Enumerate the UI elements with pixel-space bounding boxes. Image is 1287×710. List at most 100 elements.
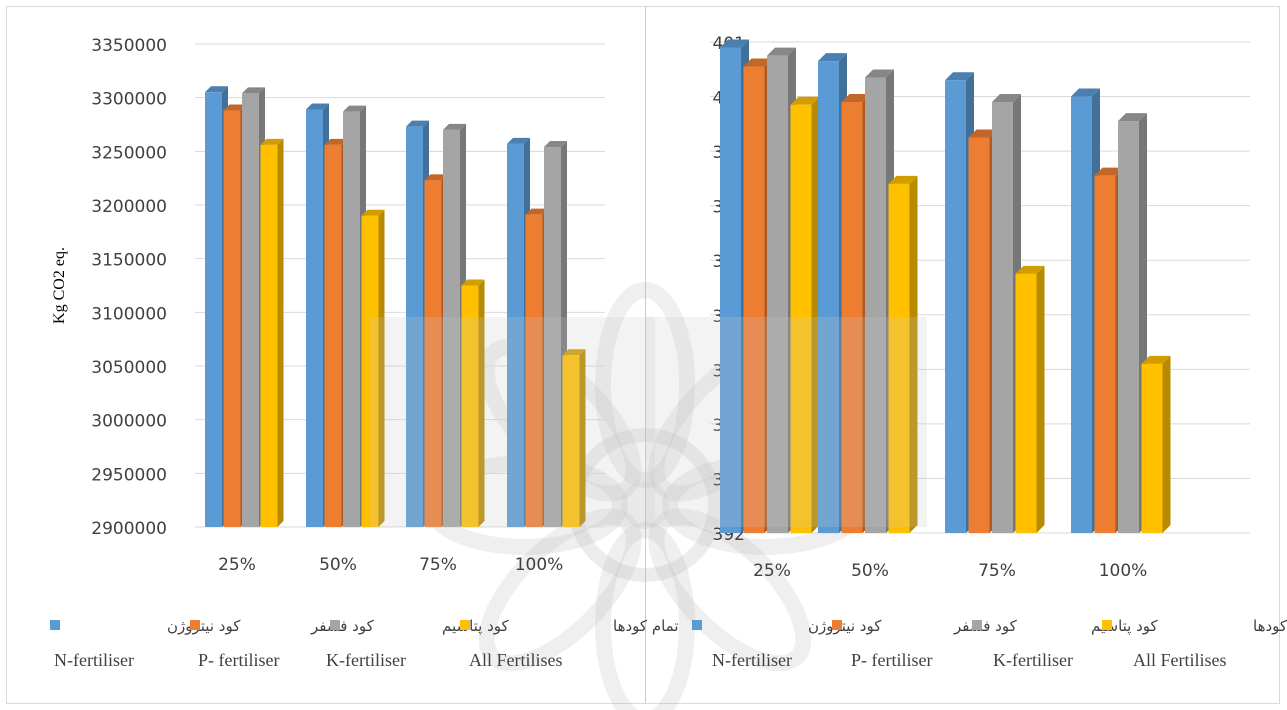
panel-divider bbox=[645, 7, 646, 703]
y-tick-label: 3150000 bbox=[91, 251, 167, 271]
bar bbox=[1141, 363, 1163, 533]
bar-top bbox=[945, 72, 974, 81]
legend-label-fa: تمام کودها bbox=[613, 617, 679, 635]
bar-top bbox=[720, 39, 749, 48]
bar bbox=[260, 144, 278, 528]
legend-label-en: K-fertiliser bbox=[993, 650, 1073, 670]
bar-side bbox=[909, 175, 918, 533]
left-legend: کود نیتروژن N-fertiliser کود فسفر P- fertil… bbox=[50, 617, 679, 670]
bar-top bbox=[525, 208, 549, 215]
bar bbox=[720, 47, 741, 533]
bar bbox=[818, 61, 839, 533]
bar bbox=[306, 109, 323, 528]
bar bbox=[841, 102, 863, 533]
y-tick-label: 2900000 bbox=[91, 519, 167, 539]
legend-label-en: N-fertiliser bbox=[712, 650, 792, 670]
legend-label-en: P- fertiliser bbox=[851, 650, 932, 670]
legend-label-fa: کود نیتروژن bbox=[167, 617, 241, 635]
x-tick-label: 50% bbox=[319, 555, 357, 575]
bar-top bbox=[743, 58, 773, 67]
bar-side bbox=[579, 349, 586, 527]
bar bbox=[992, 102, 1013, 533]
bar bbox=[544, 147, 561, 528]
legend-swatch bbox=[1102, 620, 1112, 630]
y-tick-label: 3200000 bbox=[91, 197, 167, 217]
legend-label-en: All Fertilises bbox=[469, 650, 563, 670]
legend-label-fa: کود نیتروژن bbox=[808, 617, 882, 635]
y-tick-label: 2950000 bbox=[91, 465, 167, 485]
x-tick-label: 75% bbox=[978, 561, 1016, 581]
left-chart-panel: 2900000 2950000 3000000 3050000 3100000 31500… bbox=[51, 36, 605, 575]
bar-top bbox=[343, 105, 366, 112]
bar bbox=[790, 104, 812, 533]
bar bbox=[406, 126, 423, 527]
bar-side bbox=[811, 96, 820, 533]
bar bbox=[743, 66, 765, 534]
bar bbox=[1094, 175, 1116, 533]
bar-top bbox=[242, 87, 265, 94]
y-tick-label: 3250000 bbox=[91, 143, 167, 163]
bar-top bbox=[260, 138, 284, 145]
bar-top bbox=[841, 94, 871, 103]
x-tick-label: 50% bbox=[851, 561, 889, 581]
legend-label-en: N-fertiliser bbox=[54, 650, 134, 670]
x-tick-label: 75% bbox=[419, 555, 457, 575]
bar-top bbox=[1015, 265, 1045, 274]
bar-top bbox=[790, 96, 820, 105]
watermark-box-right bbox=[645, 317, 927, 527]
bar bbox=[562, 355, 580, 527]
y-tick-label: 3350000 bbox=[91, 36, 167, 56]
bar-top bbox=[443, 123, 466, 130]
legend-swatch bbox=[330, 620, 340, 630]
legend-label-fa: تمام کودها bbox=[1253, 617, 1287, 635]
y-axis-title: Kg CO2 eq. bbox=[51, 247, 68, 324]
bar-side bbox=[277, 138, 284, 528]
bar bbox=[1071, 96, 1092, 534]
legend-label-fa: کود فسفر bbox=[953, 617, 1018, 635]
legend-label-en: K-fertiliser bbox=[326, 650, 406, 670]
bar bbox=[968, 137, 990, 533]
bar-top bbox=[888, 175, 918, 184]
right-chart-panel: 39239339439539639739839940040125%50%75%1… bbox=[710, 34, 1250, 581]
bar bbox=[507, 143, 524, 527]
bar-top bbox=[424, 174, 448, 181]
bar-top bbox=[1071, 88, 1100, 97]
bar bbox=[361, 215, 379, 527]
bar-top bbox=[562, 349, 586, 356]
bar bbox=[945, 80, 966, 533]
y-tick-label: 3050000 bbox=[91, 358, 167, 378]
bar-side bbox=[1162, 355, 1171, 533]
bar-side bbox=[1036, 265, 1045, 533]
legend-label-fa: کود پتاسیم bbox=[1091, 617, 1159, 636]
bar-top bbox=[865, 69, 894, 78]
bar-top bbox=[818, 53, 847, 62]
bar bbox=[324, 144, 342, 528]
bar bbox=[205, 92, 222, 528]
legend-swatch bbox=[972, 620, 982, 630]
bar-top bbox=[767, 47, 796, 56]
x-tick-label: 100% bbox=[515, 555, 564, 575]
x-tick-label: 100% bbox=[1099, 561, 1148, 581]
figure-frame bbox=[6, 6, 1280, 704]
bar bbox=[1118, 121, 1139, 533]
y-tick-label: 3000000 bbox=[91, 412, 167, 432]
bar bbox=[767, 55, 788, 534]
legend-swatch bbox=[692, 620, 702, 630]
x-tick-label: 25% bbox=[753, 561, 791, 581]
legend-swatch bbox=[50, 620, 60, 630]
legend-swatch bbox=[832, 620, 842, 630]
bar bbox=[242, 93, 259, 527]
bar-top bbox=[361, 209, 385, 216]
bar-top bbox=[306, 103, 329, 110]
bar bbox=[865, 77, 886, 533]
legend-label-fa: کود پتاسیم bbox=[442, 617, 510, 636]
bar bbox=[461, 285, 479, 527]
y-tick-label: 3300000 bbox=[91, 90, 167, 110]
bar-top bbox=[406, 120, 429, 127]
bar bbox=[343, 111, 360, 528]
right-legend: کود نیتروژن N-fertiliser کود فسفر P- fertil… bbox=[692, 617, 1287, 670]
bar-side bbox=[378, 209, 385, 527]
bar-top bbox=[1118, 113, 1147, 122]
x-tick-label: 25% bbox=[218, 555, 256, 575]
